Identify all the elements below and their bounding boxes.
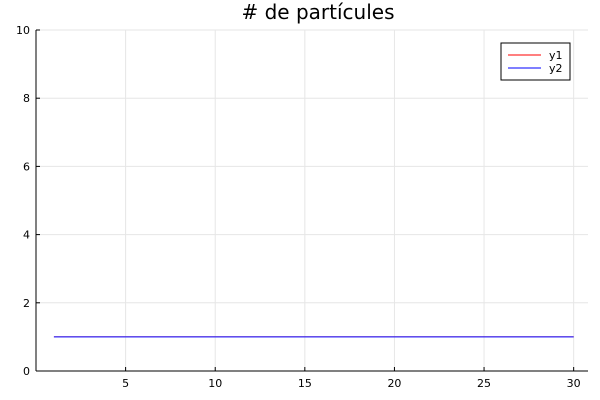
x-tick-label: 30 [567, 377, 581, 390]
legend-box [500, 42, 571, 81]
x-tick-label: 10 [208, 377, 222, 390]
legend-label-y2: y2 [549, 62, 563, 75]
y-tick-label: 0 [23, 365, 30, 378]
x-tick-label: 15 [298, 377, 312, 390]
chart-title: # de partícules [242, 0, 395, 24]
x-tick-label: 20 [387, 377, 401, 390]
y-tick-label: 2 [23, 297, 30, 310]
y-tick-label: 10 [16, 24, 30, 37]
x-tick-label: 25 [477, 377, 491, 390]
x-tick-label: 5 [122, 377, 129, 390]
legend-label-y1: y1 [549, 49, 563, 62]
y-tick-label: 4 [23, 229, 30, 242]
y-tick-label: 8 [23, 92, 30, 105]
axes [35, 29, 588, 372]
tick-labels: 5 10 15 20 25 30 0 2 4 6 8 10 [16, 24, 581, 390]
grid [36, 29, 588, 372]
y-tick-label: 6 [23, 160, 30, 173]
